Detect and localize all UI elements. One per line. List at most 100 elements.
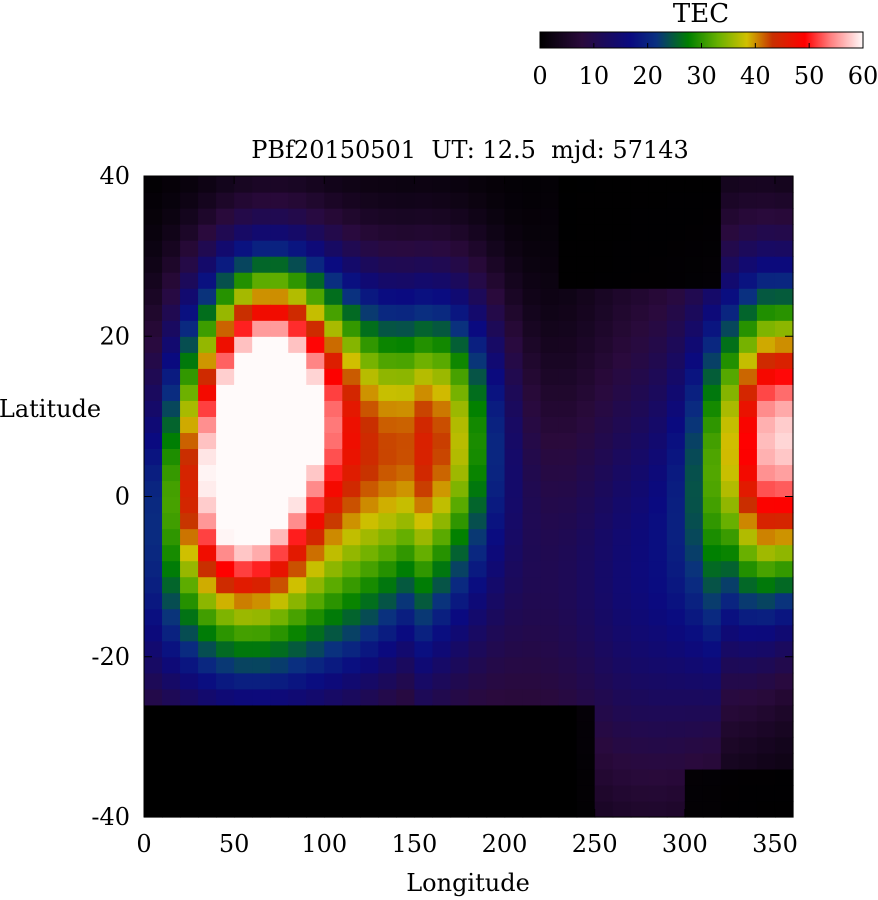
heatmap-cell: [594, 768, 614, 786]
heatmap-cell: [504, 256, 524, 273]
heatmap-cell: [504, 192, 524, 209]
heatmap-cell: [360, 416, 379, 434]
heatmap-cell: [504, 448, 524, 466]
heatmap-cell: [558, 608, 578, 626]
heatmap-cell: [738, 688, 758, 706]
heatmap-cell: [144, 736, 163, 754]
heatmap-cell: [468, 352, 488, 369]
heatmap-cell: [450, 640, 470, 658]
heatmap-cell: [450, 256, 470, 273]
heatmap-cell: [270, 736, 289, 754]
heatmap-cell: [306, 400, 325, 417]
heatmap-cell: [702, 688, 722, 706]
heatmap-cell: [270, 720, 289, 738]
heatmap-cell: [774, 256, 794, 273]
heatmap-cell: [378, 336, 397, 353]
heatmap-cell: [558, 592, 578, 610]
heatmap-cell: [702, 256, 722, 273]
heatmap-cell: [162, 656, 181, 674]
heatmap-cell: [396, 192, 416, 209]
heatmap-cell: [756, 672, 776, 690]
heatmap-cell: [666, 256, 686, 273]
chart-title: PBf20150501 UT: 12.5 mjd: 57143: [251, 136, 689, 164]
heatmap-cell: [774, 656, 794, 674]
heatmap-cell: [558, 288, 578, 305]
heatmap-cell: [216, 560, 235, 578]
heatmap-cell: [180, 512, 199, 530]
heatmap-cell: [288, 560, 307, 578]
heatmap-cell: [198, 304, 217, 321]
heatmap-cell: [234, 528, 253, 546]
heatmap-cell: [720, 640, 740, 658]
heatmap-cell: [774, 384, 794, 401]
heatmap-cell: [504, 512, 524, 530]
heatmap-cell: [342, 304, 361, 321]
heatmap-cell: [450, 496, 470, 514]
heatmap-cell: [396, 400, 416, 417]
heatmap-cell: [504, 688, 524, 706]
heatmap-cell: [396, 432, 416, 450]
heatmap-cell: [198, 288, 217, 305]
heatmap-cell: [522, 416, 542, 434]
heatmap-cell: [450, 768, 470, 786]
heatmap-cell: [180, 496, 199, 514]
heatmap-cell: [738, 736, 758, 754]
heatmap-cell: [666, 240, 686, 257]
heatmap-cell: [756, 704, 776, 722]
heatmap-cell: [396, 176, 416, 193]
heatmap-cell: [288, 192, 307, 209]
heatmap-cell: [738, 272, 758, 289]
heatmap-cell: [756, 576, 776, 594]
heatmap-cell: [648, 352, 668, 369]
heatmap-cell: [414, 560, 434, 578]
heatmap-cell: [180, 464, 199, 482]
heatmap-cell: [486, 528, 506, 546]
heatmap-cell: [216, 800, 235, 818]
heatmap-cell: [216, 240, 235, 257]
heatmap-cell: [306, 576, 325, 594]
heatmap-cell: [756, 176, 776, 193]
heatmap-cell: [522, 544, 542, 562]
heatmap-cell: [756, 560, 776, 578]
heatmap-cell: [468, 784, 488, 802]
heatmap-cell: [558, 320, 578, 337]
heatmap-cell: [288, 336, 307, 353]
heatmap-cell: [558, 176, 578, 193]
heatmap-cell: [432, 320, 452, 337]
heatmap-cell: [558, 224, 578, 241]
heatmap-cell: [180, 176, 199, 193]
heatmap-cell: [702, 576, 722, 594]
heatmap-cell: [306, 384, 325, 401]
heatmap-cell: [414, 320, 434, 337]
x-tick-label: 350: [752, 830, 798, 858]
heatmap-cell: [234, 416, 253, 434]
heatmap-cell: [180, 432, 199, 450]
heatmap-cell: [378, 288, 397, 305]
heatmap-cell: [630, 448, 650, 466]
heatmap-cell: [756, 336, 776, 353]
heatmap-cell: [720, 512, 740, 530]
heatmap-cell: [486, 352, 506, 369]
heatmap-cell: [720, 448, 740, 466]
heatmap-cell: [450, 400, 470, 417]
heatmap-cell: [288, 624, 307, 642]
heatmap-cell: [342, 720, 361, 738]
heatmap-cell: [216, 688, 235, 706]
x-tick-label: 50: [219, 830, 250, 858]
heatmap-cell: [612, 192, 632, 209]
heatmap-cell: [486, 448, 506, 466]
heatmap-cell: [360, 704, 379, 722]
heatmap-cell: [666, 224, 686, 241]
heatmap-cell: [648, 256, 668, 273]
heatmap-cell: [234, 640, 253, 658]
heatmap-cell: [666, 272, 686, 289]
heatmap-cell: [774, 224, 794, 241]
heatmap-cell: [666, 464, 686, 482]
heatmap-cell: [234, 352, 253, 369]
heatmap-cell: [540, 256, 560, 273]
heatmap-cell: [216, 480, 235, 498]
heatmap-cell: [450, 240, 470, 257]
heatmap-cell: [270, 384, 289, 401]
heatmap-cell: [198, 272, 217, 289]
heatmap-cell: [288, 304, 307, 321]
